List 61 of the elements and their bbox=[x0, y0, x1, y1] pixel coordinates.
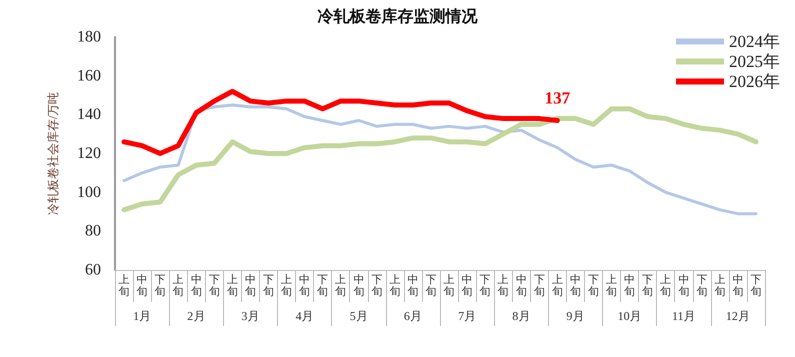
x-tick-label: 上旬 bbox=[660, 273, 672, 298]
y-tick-label: 100 bbox=[77, 184, 101, 201]
text: 5月 bbox=[350, 309, 368, 323]
legend-label: 2026年 bbox=[729, 72, 780, 91]
x-tick-label: 上旬 bbox=[606, 273, 618, 298]
x-tick-label: 中旬 bbox=[190, 273, 202, 298]
x-tick-label: 下旬 bbox=[534, 274, 545, 298]
x-tick-label: 中旬 bbox=[407, 273, 418, 298]
text: 12月 bbox=[726, 309, 750, 323]
x-tick-label: 中旬 bbox=[624, 273, 636, 298]
x-tick-label: 下旬 bbox=[154, 274, 166, 298]
x-tick-label: 中旬 bbox=[299, 273, 310, 298]
x-tick-label: 中旬 bbox=[516, 273, 527, 298]
text: 6月 bbox=[404, 309, 422, 323]
y-tick-label: 120 bbox=[77, 145, 101, 162]
x-tick-label: 上旬 bbox=[552, 273, 563, 298]
y-tick-label: 160 bbox=[77, 67, 101, 84]
x-tick-label: 上旬 bbox=[172, 273, 184, 298]
text: 3月 bbox=[241, 309, 260, 323]
x-tick-label: 中旬 bbox=[462, 273, 473, 298]
y-tick-label: 80 bbox=[85, 222, 101, 240]
x-tick-label: 下旬 bbox=[642, 274, 654, 298]
x-tick-label: 下旬 bbox=[588, 274, 599, 298]
text: 9月 bbox=[566, 309, 584, 323]
x-tick-label: 上旬 bbox=[226, 273, 238, 298]
y-axis-title: 冷轧板卷社会库存/万吨 bbox=[46, 92, 60, 216]
x-tick-label: 上旬 bbox=[335, 273, 346, 298]
legend-label: 2024年 bbox=[729, 32, 780, 51]
x-tick-label: 上旬 bbox=[389, 273, 400, 298]
x-tick-label: 中旬 bbox=[244, 273, 256, 298]
text: 4月 bbox=[296, 309, 314, 323]
x-tick-label: 上旬 bbox=[281, 273, 292, 298]
text: 10月 bbox=[618, 309, 642, 323]
x-tick-label: 下旬 bbox=[425, 274, 436, 298]
legend-label: 2025年 bbox=[729, 52, 780, 71]
x-tick-label: 中旬 bbox=[353, 273, 364, 298]
y-tick-label: 180 bbox=[77, 28, 101, 46]
y-tick-label: 140 bbox=[77, 106, 101, 124]
x-tick-label: 下旬 bbox=[262, 274, 274, 298]
y-tick-label: 60 bbox=[85, 262, 101, 278]
x-tick-label: 下旬 bbox=[317, 274, 328, 298]
text: 11月 bbox=[672, 309, 696, 323]
text: 2月 bbox=[187, 309, 206, 323]
x-tick-label: 下旬 bbox=[480, 274, 491, 298]
x-tick-label: 上旬 bbox=[444, 273, 455, 298]
x-tick-label: 中旬 bbox=[678, 273, 690, 298]
x-tick-label: 下旬 bbox=[371, 274, 382, 298]
x-tick-label: 中旬 bbox=[570, 273, 581, 298]
text: 7月 bbox=[458, 309, 476, 323]
text: 8月 bbox=[512, 309, 530, 323]
data-label: 137 bbox=[544, 88, 571, 108]
x-tick-label: 中旬 bbox=[136, 273, 148, 298]
x-tick-label: 下旬 bbox=[750, 274, 762, 298]
x-tick-label: 上旬 bbox=[714, 273, 726, 298]
x-tick-label: 中旬 bbox=[732, 273, 744, 298]
x-tick-label: 上旬 bbox=[118, 273, 130, 298]
x-tick-label: 下旬 bbox=[208, 274, 220, 298]
x-tick-label: 上旬 bbox=[498, 273, 509, 298]
x-tick-label: 下旬 bbox=[696, 274, 708, 298]
chart-title: 冷轧板卷库存监测情况 bbox=[318, 8, 478, 26]
text: 1月 bbox=[133, 309, 152, 323]
